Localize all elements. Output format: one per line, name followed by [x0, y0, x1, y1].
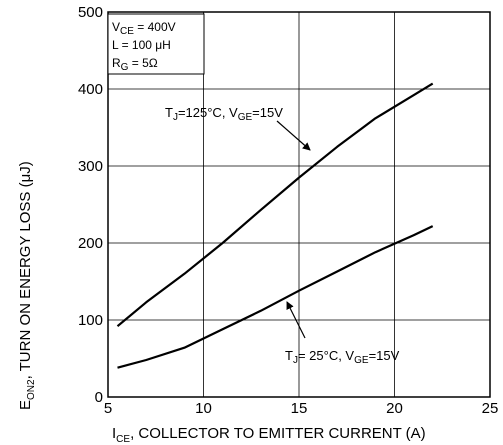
- conditions-box: VCE = 400V L = 100 μH RG = 5Ω: [107, 13, 205, 75]
- y-tick-label: 100: [78, 312, 103, 329]
- condition-rg: RG = 5Ω: [112, 56, 158, 73]
- y-axis-label: EON2, TURN ON ENERGY LOSS (μJ): [17, 161, 37, 410]
- series-line-125c: [116, 82, 434, 328]
- condition-l: L = 100 μH: [112, 38, 171, 52]
- annotation-arrow-25c: [286, 301, 306, 339]
- x-tick-label: 15: [291, 400, 308, 417]
- annotation-25c: TJ= 25°C, VGE=15V: [285, 348, 400, 366]
- curves: [116, 82, 434, 369]
- plot-frame: [107, 11, 491, 398]
- y-tick-label: 300: [78, 158, 103, 175]
- x-tick-label: 5: [104, 400, 112, 417]
- tick-labels: 5 10 15 20 25 0 100 200 300 400 500: [78, 4, 498, 417]
- y-tick-label: 500: [78, 4, 103, 21]
- grid: [108, 12, 490, 397]
- y-tick-label: 200: [78, 235, 103, 252]
- x-tick-label: 10: [195, 400, 212, 417]
- x-tick-label: 25: [482, 400, 499, 417]
- series-line-25c: [117, 225, 434, 369]
- annotation-arrow-125c: [276, 120, 311, 151]
- x-tick-label: 20: [386, 400, 403, 417]
- y-tick-label: 0: [95, 389, 103, 406]
- x-axis-label: ICE, COLLECTOR TO EMITTER CURRENT (A): [112, 425, 426, 445]
- annotation-125c: TJ=125°C, VGE=15V: [165, 105, 283, 123]
- condition-vce: VCE = 400V: [112, 20, 176, 37]
- y-tick-label: 400: [78, 81, 103, 98]
